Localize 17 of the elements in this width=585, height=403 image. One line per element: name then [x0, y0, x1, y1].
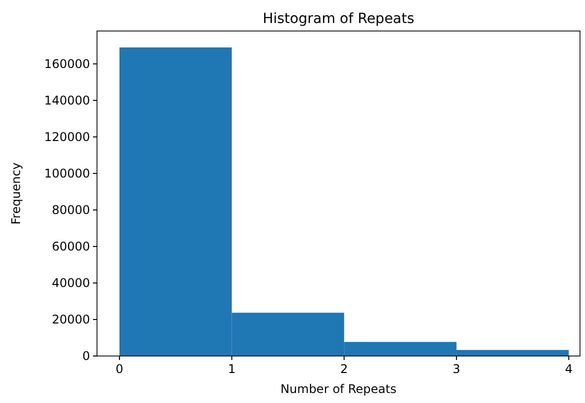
- y-tick-label: 80000: [52, 203, 90, 218]
- x-tick-label: 1: [228, 362, 236, 376]
- x-axis-title: Number of Repeats: [280, 382, 396, 396]
- y-tick-label: 160000: [44, 57, 90, 72]
- chart-title: Histogram of Repeats: [262, 11, 414, 27]
- x-tick-label: 2: [340, 362, 348, 376]
- x-tick-label: 4: [564, 362, 573, 376]
- y-tick-label: 140000: [44, 94, 90, 108]
- y-tick-label: 60000: [52, 240, 90, 254]
- x-tick-label: 3: [452, 362, 460, 376]
- y-tick-label: 100000: [44, 166, 90, 181]
- y-tick-label: 120000: [44, 130, 90, 144]
- y-tick-label: 20000: [52, 312, 90, 327]
- y-axis-title: Frequency: [9, 162, 23, 224]
- y-tick-label: 0: [82, 349, 90, 364]
- x-tick-label: 0: [116, 362, 124, 376]
- y-tick-label: 40000: [52, 276, 90, 290]
